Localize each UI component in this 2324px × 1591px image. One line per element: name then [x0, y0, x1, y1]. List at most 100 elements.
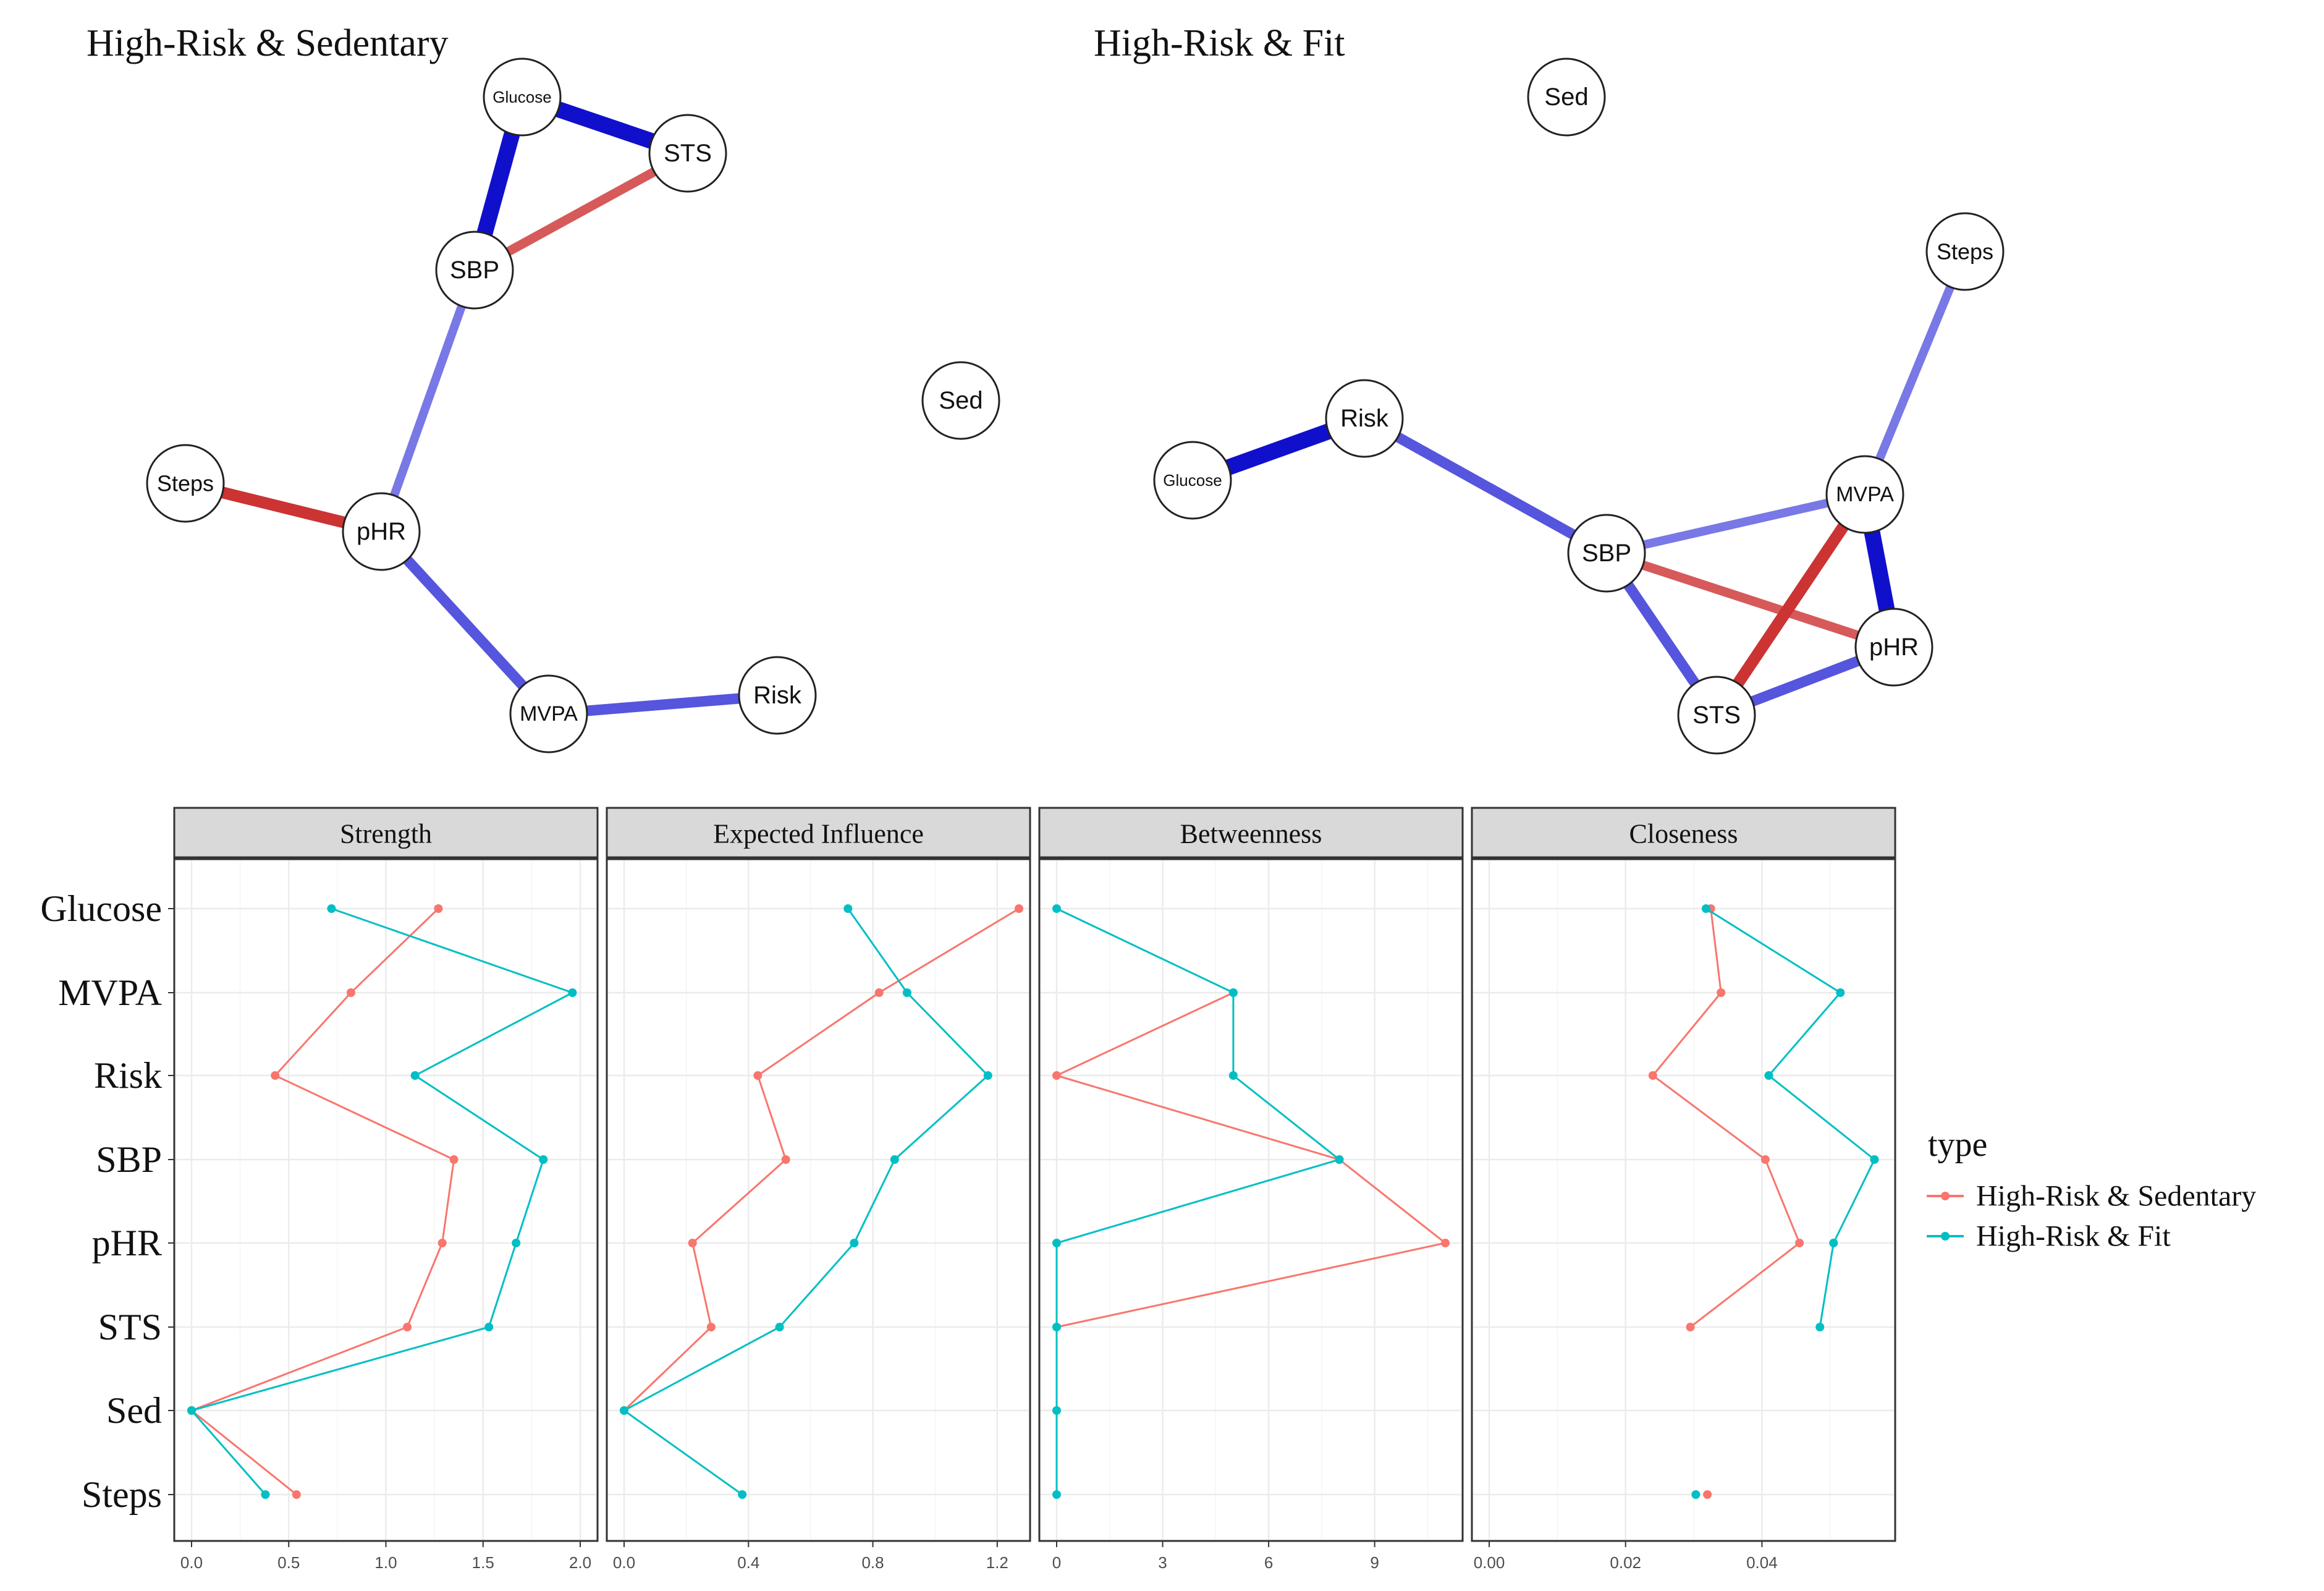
panel-expected-influence: Expected Influence 0.0 0.4 0.8 1.2: [606, 807, 1031, 1572]
y-label-mvpa: MVPA: [58, 972, 162, 1013]
data-point: [1764, 1071, 1773, 1080]
network-high-risk-sedentary: High-Risk & Sedentary Glucose STS SBP Sed St…: [87, 22, 1000, 753]
panel-strip: [173, 807, 599, 859]
data-point: [484, 1323, 494, 1331]
data-point: [261, 1490, 270, 1499]
legend-label: High-Risk & Fit: [1976, 1220, 2171, 1253]
edge-mvpa-sts: [1712, 491, 1870, 719]
node-label: Sed: [1544, 83, 1588, 111]
edge-sbp-phr: [377, 268, 479, 533]
edge-steps-mvpa: [1861, 250, 1969, 496]
x-tick-label: 0.4: [737, 1553, 759, 1572]
panel-strip: [1471, 807, 1896, 859]
node-label: SBP: [1582, 540, 1631, 567]
data-point: [271, 1071, 280, 1080]
data-point: [1703, 1490, 1712, 1499]
panel-title: Expected Influence: [713, 819, 924, 849]
panel-strength: Strength 0.0 0.5 1.0 1.5 2.0: [173, 807, 599, 1572]
data-point: [1691, 1490, 1701, 1499]
network-title: High-Risk & Sedentary: [87, 22, 449, 64]
edge-phr-mvpa: [377, 528, 553, 718]
panel-title: Closeness: [1629, 819, 1738, 849]
data-point: [1228, 1071, 1238, 1080]
panel-strip: [1038, 807, 1464, 859]
data-point: [1052, 904, 1061, 913]
node-label: STS: [1692, 702, 1741, 729]
node-label: Steps: [1937, 239, 1993, 265]
data-point: [781, 1155, 790, 1164]
data-point: [187, 1406, 196, 1415]
legend-item-sedentary: High-Risk & Sedentary: [1927, 1180, 2256, 1213]
edge-sts-sbp: [472, 149, 690, 274]
node-circle: [1325, 379, 1404, 458]
data-point: [890, 1155, 899, 1164]
node-sbp: SBP: [1567, 514, 1646, 593]
x-tick-label: 0.0: [613, 1553, 635, 1572]
node-circle: [509, 674, 588, 753]
panel-betweenness: Betweenness 0 3 6 9: [1038, 807, 1464, 1572]
node-risk: Risk: [1325, 379, 1404, 458]
legend-label: High-Risk & Sedentary: [1976, 1180, 2256, 1213]
node-sbp: SBP: [435, 231, 514, 310]
x-tick-label: 0.00: [1474, 1553, 1505, 1572]
x-tick-label: 3: [1158, 1553, 1167, 1572]
legend-item-fit: High-Risk & Fit: [1927, 1220, 2171, 1253]
node-circle: [342, 492, 421, 571]
y-label-sts: STS: [98, 1307, 162, 1347]
data-point: [983, 1071, 992, 1080]
series-line: [190, 907, 575, 1495]
node-label: SBP: [450, 257, 499, 284]
node-circle: [738, 656, 817, 735]
panel-title: Betweenness: [1180, 819, 1322, 849]
node-circle: [146, 444, 225, 523]
y-label-risk: Risk: [94, 1055, 162, 1096]
node-glucose: Glucose: [1153, 441, 1232, 520]
data-point: [1052, 1239, 1061, 1247]
data-point: [1052, 1406, 1061, 1415]
node-steps: Steps: [146, 444, 225, 523]
data-point: [568, 988, 577, 997]
legend: type High-Risk & Sedentary High-Risk & F…: [1927, 1126, 2256, 1253]
data-point: [1717, 988, 1726, 997]
x-tick-label: 1.0: [374, 1553, 397, 1572]
data-point: [843, 904, 853, 913]
data-point: [688, 1239, 697, 1247]
node-label: Glucose: [492, 88, 551, 106]
node-mvpa: MVPA: [1825, 455, 1904, 534]
data-point: [1870, 1155, 1879, 1164]
series-line: [190, 907, 455, 1496]
node-circle: [1677, 676, 1756, 755]
series-fit: [1691, 904, 1879, 1499]
data-point: [1795, 1239, 1804, 1247]
data-point: [1836, 988, 1845, 997]
y-label-sbp: SBP: [96, 1139, 162, 1180]
series-sedentary: [1648, 904, 1804, 1499]
node-label: Sed: [939, 387, 982, 414]
node-circle: [435, 231, 514, 310]
data-point: [449, 1155, 458, 1164]
data-point: [1052, 1323, 1061, 1331]
y-label-glucose: Glucose: [40, 888, 162, 929]
legend-title: type: [1928, 1126, 1987, 1164]
network-high-risk-fit: High-Risk & Fit Sed Steps Risk Glucose MVPA S…: [1094, 22, 2005, 755]
node-label: Risk: [1340, 405, 1389, 432]
data-point: [437, 1239, 447, 1247]
node-phr: pHR: [342, 492, 421, 571]
node-label: Glucose: [1163, 471, 1222, 490]
centrality-plot: Glucose MVPA Risk SBP pHR STS Sed Steps Strength…: [40, 807, 1896, 1572]
node-circle: [1925, 212, 2005, 291]
x-tick-label: 0.02: [1610, 1553, 1641, 1572]
data-point: [403, 1323, 412, 1331]
data-point: [738, 1490, 747, 1499]
data-point: [874, 988, 884, 997]
node-circle: [1153, 441, 1232, 520]
x-tick-label: 6: [1264, 1553, 1273, 1572]
series-sedentary: [187, 904, 458, 1499]
series-fit: [187, 904, 577, 1499]
node-sed: Sed: [1527, 57, 1606, 137]
y-label-sed: Sed: [106, 1390, 162, 1431]
x-tick-label: 9: [1370, 1553, 1379, 1572]
data-point: [850, 1239, 859, 1247]
x-tick-label: 1.2: [986, 1553, 1008, 1572]
x-tick-label: 0.0: [180, 1553, 203, 1572]
